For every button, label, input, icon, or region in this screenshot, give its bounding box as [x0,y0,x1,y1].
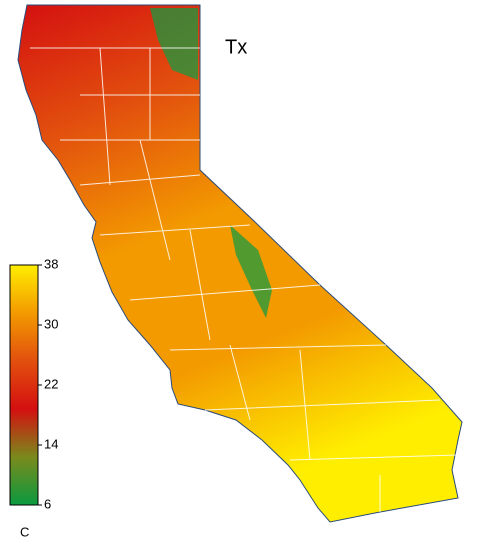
green-highlands [150,8,272,318]
map-title: Tx [225,36,247,58]
county-lines [30,47,459,512]
colorbar-tick-label: 14 [44,436,58,451]
colorbar-tick-label: 38 [44,256,58,271]
colorbar-tick-label: 6 [44,496,51,511]
colorbar-unit: C [20,524,29,539]
colorbar [9,264,39,506]
colorbar-tick-label: 30 [44,316,58,331]
colorbar-tick-label: 22 [44,376,58,391]
